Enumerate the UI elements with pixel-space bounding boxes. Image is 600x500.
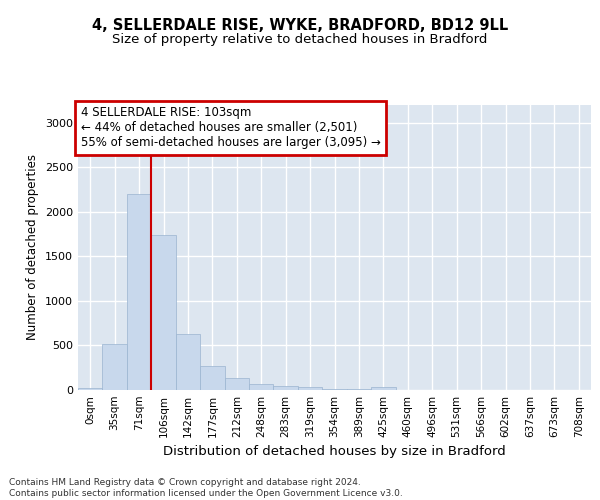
Bar: [322, 388, 347, 390]
Text: Size of property relative to detached houses in Bradford: Size of property relative to detached ho…: [112, 32, 488, 46]
Bar: [224, 378, 249, 390]
Bar: [249, 384, 274, 390]
Text: 4, SELLERDALE RISE, WYKE, BRADFORD, BD12 9LL: 4, SELLERDALE RISE, WYKE, BRADFORD, BD12…: [92, 18, 508, 32]
Bar: [78, 388, 103, 390]
Bar: [151, 235, 176, 390]
X-axis label: Distribution of detached houses by size in Bradford: Distribution of detached houses by size …: [163, 446, 506, 458]
Bar: [103, 344, 127, 390]
Bar: [176, 334, 200, 390]
Bar: [371, 388, 395, 390]
Bar: [200, 366, 224, 390]
Text: 4 SELLERDALE RISE: 103sqm
← 44% of detached houses are smaller (2,501)
55% of se: 4 SELLERDALE RISE: 103sqm ← 44% of detac…: [80, 106, 380, 150]
Text: Contains HM Land Registry data © Crown copyright and database right 2024.
Contai: Contains HM Land Registry data © Crown c…: [9, 478, 403, 498]
Y-axis label: Number of detached properties: Number of detached properties: [26, 154, 40, 340]
Bar: [127, 194, 151, 390]
Bar: [274, 386, 298, 390]
Bar: [298, 388, 322, 390]
